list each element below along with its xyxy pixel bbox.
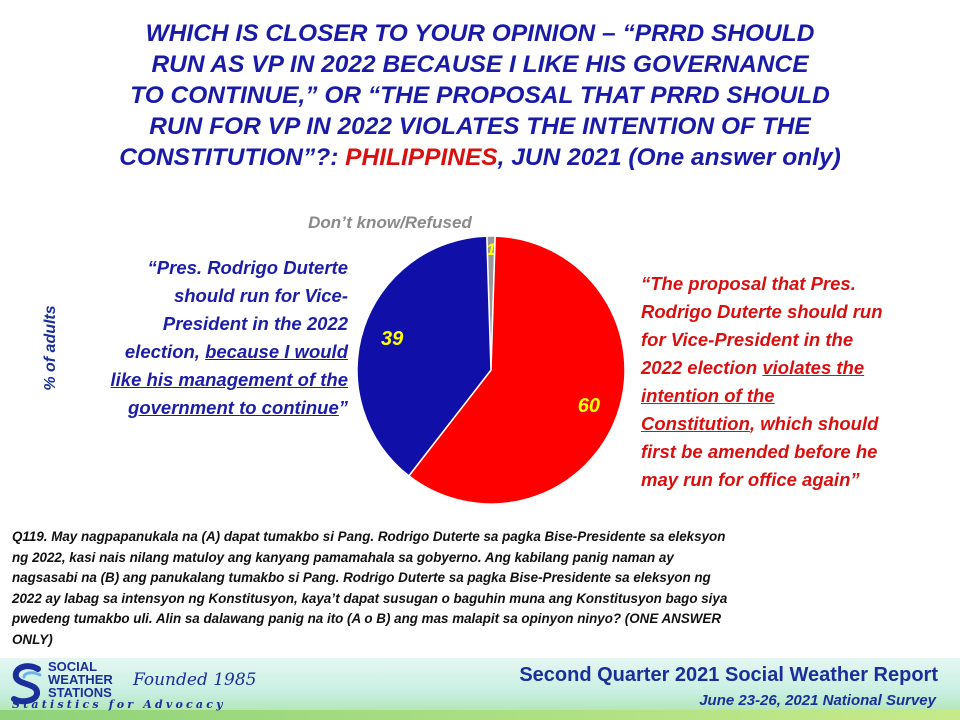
statement-b-underlined: Constitution	[641, 413, 750, 434]
logo-line: STATIONS	[48, 685, 112, 700]
title-country-highlight: PHILIPPINES	[345, 144, 498, 171]
statement-a-text: election,	[124, 341, 206, 362]
report-subtitle: June 23-26, 2021 National Survey	[699, 692, 936, 709]
pie-slice-continue	[356, 235, 492, 477]
statement-b-line: “The proposal that Pres.	[641, 273, 856, 294]
statement-a-line: election, because I would	[30, 338, 348, 366]
pie-value-continue: 39	[381, 328, 404, 350]
survey-question: Q119. May nagpapanukala na (A) dapat tum…	[12, 527, 952, 650]
statement-a-line: President in the 2022	[162, 313, 348, 334]
title-line: WHICH IS CLOSER TO YOUR OPINION – “PRRD …	[145, 20, 815, 47]
statement-a-underlined: government to continue	[128, 397, 339, 418]
pie-slice-violates	[407, 235, 626, 505]
statement-b-line: may run for office again”	[641, 469, 860, 490]
title-line: RUN AS VP IN 2022 BECAUSE I LIKE HIS GOV…	[151, 51, 809, 78]
statement-b-line: Rodrigo Duterte should run	[641, 301, 883, 322]
tagline: Statistics for Advocacy	[12, 698, 226, 711]
footer-bar	[0, 710, 960, 720]
title-text: , JUN 2021 (One answer only)	[497, 144, 841, 171]
statement-b: “The proposal that Pres. Rodrigo Duterte…	[641, 270, 960, 494]
sws-logo-text: SOCIAL WEATHER STATIONS	[48, 660, 148, 699]
title-line: TO CONTINUE,” OR “THE PROPOSAL THAT PRRD…	[130, 82, 830, 109]
statement-a-line: “Pres. Rodrigo Duterte	[147, 257, 348, 278]
statement-b-text: , which should	[749, 413, 879, 434]
pie-label-dont-know: Don’t know/Refused	[308, 213, 472, 232]
pie-value-violates: 60	[578, 395, 600, 417]
statement-a-underlined: because I would	[205, 341, 348, 362]
report-title: Second Quarter 2021 Social Weather Repor…	[519, 664, 938, 686]
title-line: CONSTITUTION”?: PHILIPPINES, JUN 2021 (O…	[20, 142, 940, 173]
statement-b-text: 2022 election	[641, 357, 763, 378]
statement-b-underlined: intention of the	[641, 385, 775, 406]
statement-a: “Pres. Rodrigo Duterte should run for Vi…	[30, 254, 348, 422]
statement-a-underlined: like his management of the	[110, 369, 348, 390]
footer-band	[0, 658, 960, 720]
question-line: 2022 ay labag sa intensyon ng Konstitusy…	[12, 590, 728, 606]
title-text: CONSTITUTION”?:	[119, 144, 346, 171]
statement-b-underlined: violates the	[762, 357, 865, 378]
founded-text: Founded 1985	[133, 670, 257, 690]
sws-logo-icon	[11, 663, 42, 705]
statement-b-line: 2022 election violates the	[641, 354, 960, 382]
statement-b-line: for Vice-President in the	[641, 329, 854, 350]
question-line: pwedeng tumakbo uli. Alin sa dalawang pa…	[12, 611, 722, 626]
title-line: RUN FOR VP IN 2022 VIOLATES THE INTENTIO…	[149, 113, 811, 140]
logo-line: WEATHER	[48, 672, 113, 687]
pie-value-dont-know: 1	[486, 240, 495, 259]
question-line: nagsasabi na (B) ang panukalang tumakbo …	[12, 570, 711, 585]
statement-a-line: should run for Vice-	[173, 285, 348, 306]
statement-a-text: ”	[338, 397, 348, 418]
question-line: ONLY)	[12, 631, 53, 647]
logo-line: SOCIAL	[48, 659, 98, 674]
statement-b-line: Constitution, which should	[641, 410, 960, 438]
statement-b-line: first be amended before he	[641, 441, 878, 462]
question-line: Q119. May nagpapanukala na (A) dapat tum…	[12, 529, 726, 544]
question-line: ng 2022, kasi nais nilang matuloy ang ka…	[12, 549, 674, 565]
statement-a-line: government to continue”	[30, 394, 348, 422]
page-title: WHICH IS CLOSER TO YOUR OPINION – “PRRD …	[20, 18, 940, 173]
